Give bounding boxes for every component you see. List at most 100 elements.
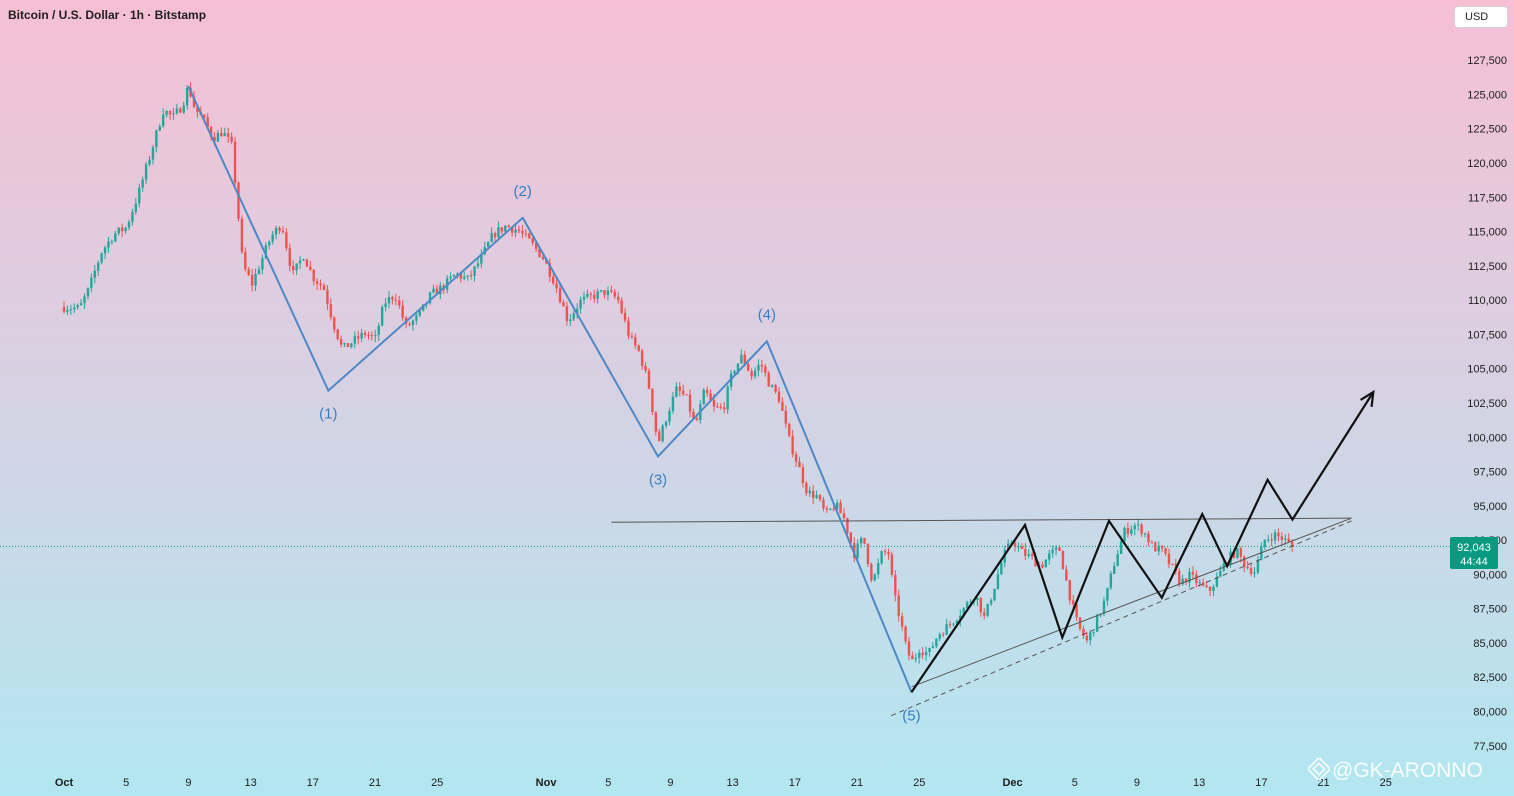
candle-body <box>360 332 363 339</box>
candle-body <box>432 288 435 293</box>
candle-body <box>196 107 199 112</box>
candle-body <box>801 467 805 484</box>
candle-body <box>969 601 972 603</box>
candle-body <box>794 454 798 462</box>
candle-body <box>736 363 740 372</box>
candle-body <box>822 499 825 509</box>
candle-body <box>740 354 743 364</box>
projection-arrowhead <box>1359 389 1375 408</box>
watermark: @GK-ARONNO <box>1306 756 1483 783</box>
candle-body <box>883 551 887 553</box>
y-tick-label: 122,500 <box>1467 124 1507 136</box>
candle-body <box>185 87 189 106</box>
candle-body <box>702 389 705 405</box>
candle-body <box>281 230 285 233</box>
candle-body <box>825 508 829 510</box>
candle-body <box>120 227 124 232</box>
candle-body <box>839 502 842 514</box>
elliott-wave-line <box>187 85 913 693</box>
y-tick-label: 115,000 <box>1468 227 1507 239</box>
currency-button[interactable]: USD <box>1454 6 1508 28</box>
watermark-text: @GK-ARONNO <box>1332 759 1483 782</box>
candle-body <box>866 543 870 564</box>
candle-body <box>83 296 86 304</box>
candle-body <box>764 366 767 373</box>
candle-body <box>93 270 96 278</box>
candle-body <box>952 623 955 625</box>
candle-body <box>1181 578 1184 585</box>
candle-body <box>918 652 921 658</box>
candle-body <box>452 275 456 277</box>
candle-body <box>1270 539 1273 541</box>
candle-body <box>497 227 500 238</box>
candle-body <box>1116 553 1119 566</box>
candle-body <box>654 412 658 432</box>
x-tick-label: 13 <box>1193 777 1205 789</box>
x-tick-label: 25 <box>1380 777 1392 789</box>
candle-body <box>572 313 575 320</box>
candle-body <box>565 306 569 322</box>
candle-body <box>976 597 979 600</box>
candle-body <box>339 338 343 345</box>
candle-body <box>716 406 719 408</box>
candle-body <box>387 297 391 304</box>
candle-body <box>401 305 404 318</box>
candle-body <box>606 290 610 296</box>
candle-body <box>853 543 856 558</box>
candle-body <box>124 227 127 232</box>
candle-body <box>719 406 723 408</box>
x-tick-label: 13 <box>244 777 256 789</box>
candle-body <box>131 211 134 222</box>
x-tick-label: 21 <box>369 777 381 789</box>
candle-body <box>774 385 777 392</box>
candle-body <box>411 320 415 326</box>
candle-body <box>346 343 350 348</box>
candle-body <box>203 115 206 118</box>
candle-body <box>1201 582 1205 586</box>
candle-body <box>408 323 411 326</box>
candle-body <box>90 277 93 289</box>
candle-body <box>415 315 418 321</box>
candle-body <box>948 624 952 626</box>
candle-body <box>623 312 627 321</box>
candle-body <box>555 283 558 289</box>
candle-body <box>1236 548 1239 558</box>
candle-body <box>1232 551 1236 558</box>
candle-body <box>870 563 873 581</box>
candle-body <box>856 543 859 558</box>
binance-logo-icon <box>1306 756 1332 782</box>
candle-body <box>589 293 593 295</box>
candle-body <box>476 263 480 267</box>
y-tick-label: 90,000 <box>1473 569 1507 581</box>
candle-body <box>685 394 688 396</box>
x-tick-label: 5 <box>1072 777 1078 789</box>
candle-body <box>599 290 603 292</box>
y-tick-label: 110,000 <box>1468 295 1507 307</box>
candle-body <box>846 518 849 533</box>
candle-body <box>945 624 948 635</box>
candle-body <box>924 651 928 656</box>
candle-body <box>182 105 185 113</box>
candle-body <box>1239 548 1243 557</box>
candle-body <box>103 247 107 254</box>
y-tick-label: 95,000 <box>1473 501 1507 513</box>
candle-body <box>165 111 168 115</box>
candle-body <box>548 263 551 277</box>
candle-body <box>367 334 370 336</box>
candle-body <box>784 410 788 424</box>
wave-label: (3) <box>649 471 667 488</box>
x-tick-label: 21 <box>851 777 863 789</box>
candle-body <box>428 292 432 304</box>
candle-body <box>117 227 120 234</box>
candle-body <box>134 203 138 212</box>
candle-body <box>675 386 678 397</box>
candle-body <box>921 652 924 656</box>
candle-body <box>1157 545 1160 552</box>
chart-title: Bitcoin / U.S. Dollar · 1h · Bitstamp <box>8 8 207 22</box>
candle-body <box>552 276 555 284</box>
candle-body <box>907 641 911 656</box>
candle-body <box>162 114 165 127</box>
candle-body <box>319 283 322 286</box>
